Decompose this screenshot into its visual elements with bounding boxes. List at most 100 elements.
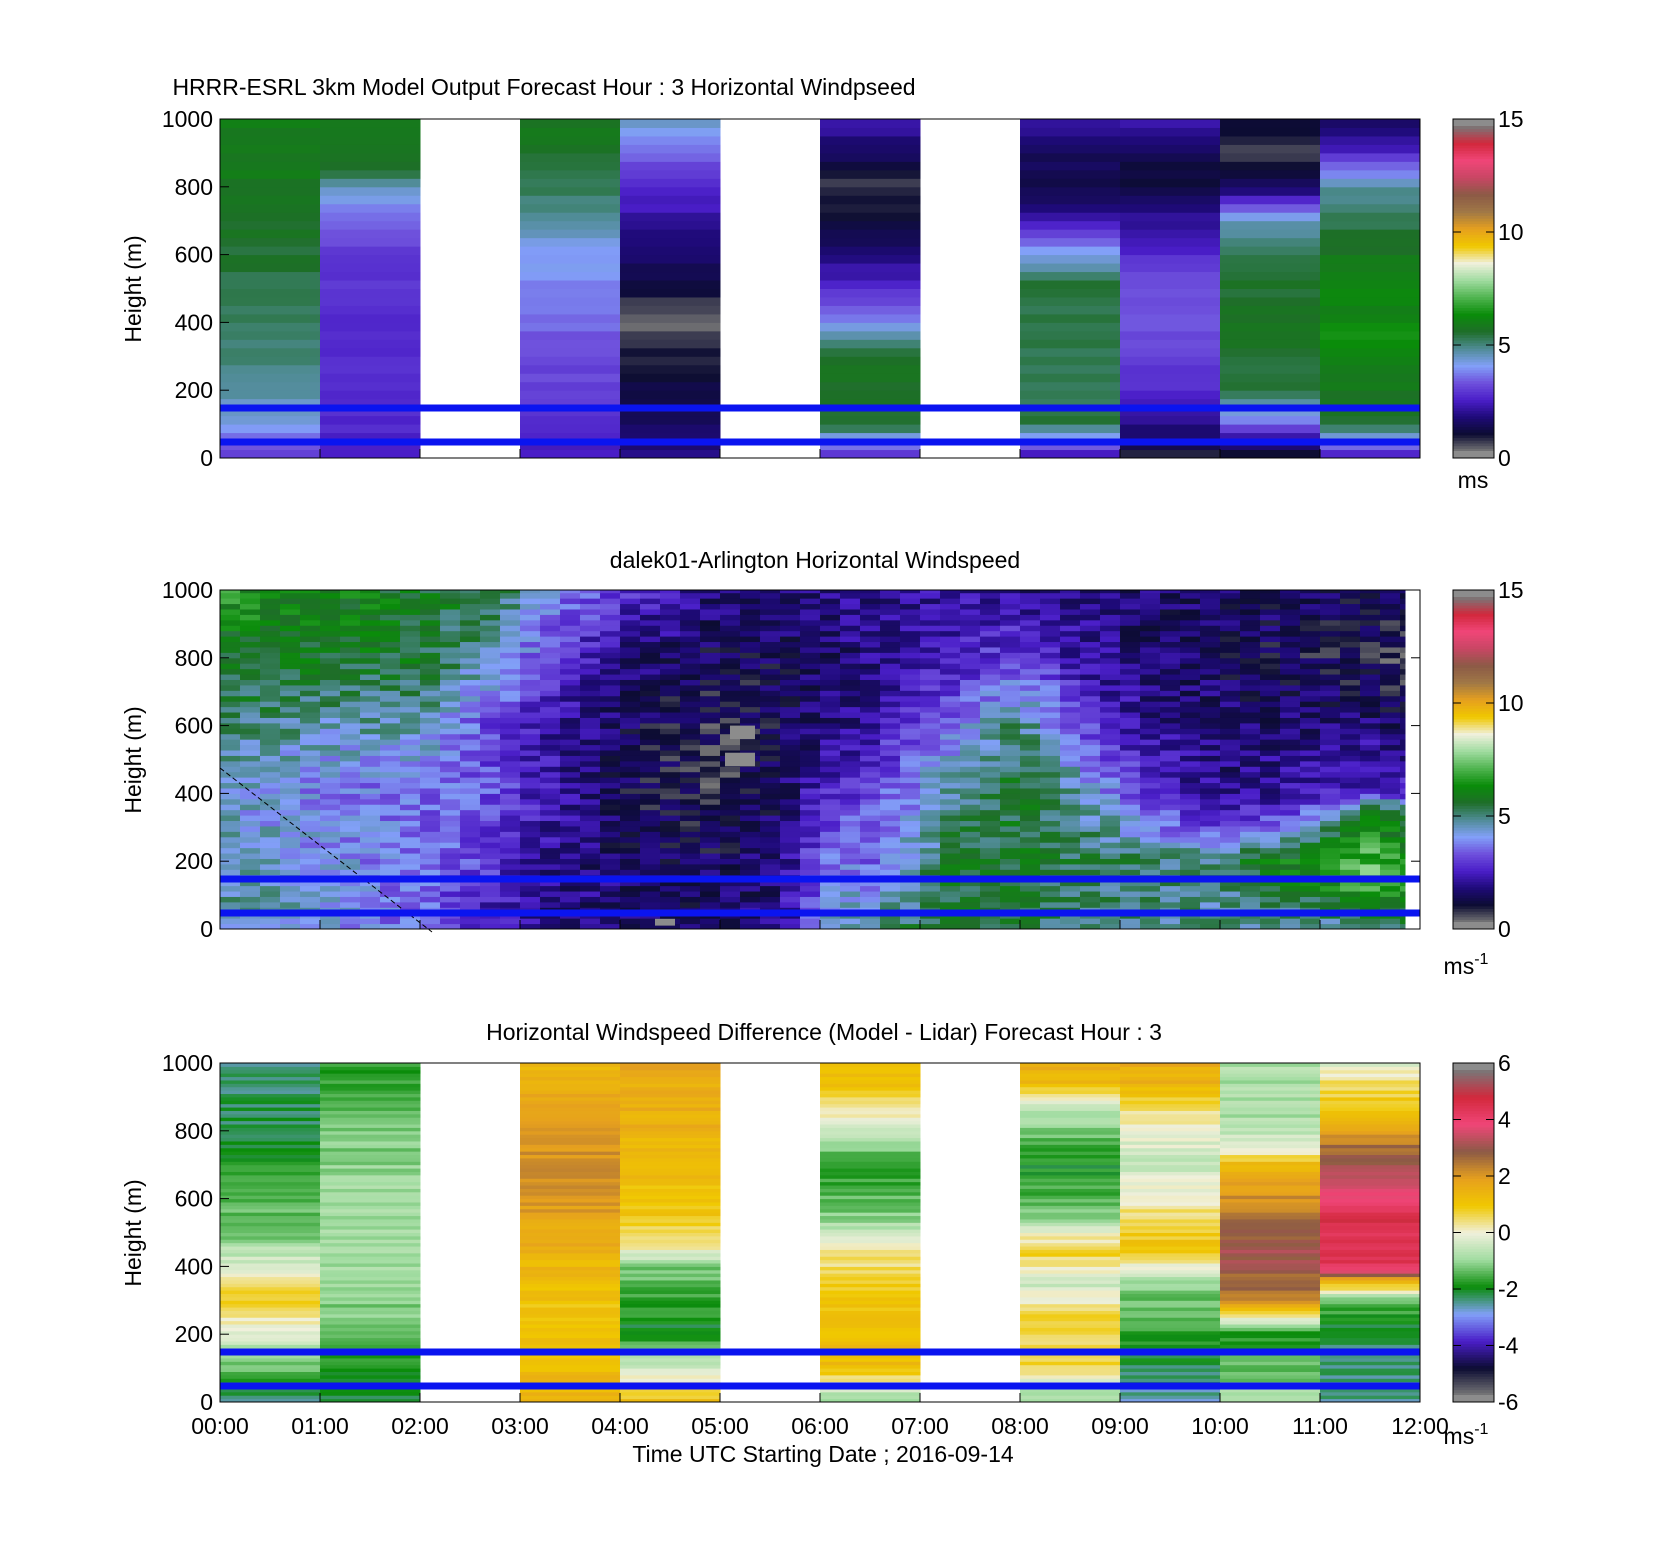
y-tick-label: 800 [175,645,213,671]
heatmap-cell [1320,820,1341,827]
heatmap-cell [560,825,581,832]
heatmap-cell [1380,652,1401,659]
heatmap-cell [580,760,601,767]
heatmap-cell [300,614,321,621]
heatmap-cell [320,195,421,205]
heatmap-cell [440,782,461,789]
heatmap-cell [320,668,341,675]
heatmap-cell [1140,847,1161,854]
heatmap-cell [880,777,901,784]
heatmap-cell [1040,608,1061,615]
heatmap-cell [300,652,321,659]
heatmap-cell [260,815,281,822]
heatmap-cell [1020,313,1121,323]
heatmap-cell [1360,630,1381,637]
colorbar-over-cap [1453,119,1494,126]
heatmap-cell [520,836,541,843]
heatmap-cell [600,728,621,735]
heatmap-cell [1280,590,1301,594]
colorbar-segment [1453,626,1494,631]
heatmap-cell [1000,863,1021,870]
heatmap-cell [260,728,281,735]
heatmap-cell [220,1208,321,1213]
heatmap-cell [760,598,781,605]
heatmap-cell [560,590,581,594]
heatmap-cell [1400,619,1406,626]
heatmap-cell [1180,755,1201,762]
heatmap-cell [320,1398,421,1403]
heatmap-cell [520,701,541,708]
heatmap-cell [1340,766,1361,773]
colorbar-segment [1453,345,1494,349]
heatmap-cell [560,657,581,664]
heatmap-cell [980,619,1001,626]
heatmap-cell [860,614,881,621]
heatmap-cell [1220,381,1321,391]
heatmap-cell [860,722,881,729]
heatmap-cell [220,820,241,827]
heatmap-cell [1360,739,1381,746]
heatmap-cell [260,923,281,930]
heatmap-cell [740,641,761,648]
heatmap-cell [520,246,621,256]
heatmap-cell [820,246,921,256]
heatmap-cell [220,630,241,637]
heatmap-cell [560,728,581,735]
heatmap-cell [820,836,841,843]
heatmap-cell [640,755,661,762]
heatmap-cell [1120,119,1221,128]
heatmap-cell [760,674,781,680]
heatmap-cell [420,717,441,724]
heatmap-cell [1400,733,1406,740]
heatmap-cell [540,809,561,816]
heatmap-cell [700,869,721,876]
heatmap-cell [940,603,961,610]
heatmap-cell [1060,885,1081,892]
heatmap-cell [240,863,261,870]
heatmap-cell [840,733,861,740]
heatmap-cell [720,590,741,594]
heatmap-cell [880,684,901,691]
heatmap-cell [440,836,461,843]
heatmap-cell [560,701,581,708]
heatmap-cell [620,880,641,887]
heatmap-cell [580,684,601,691]
heatmap-cell [740,636,761,643]
heatmap-cell [700,836,721,843]
heatmap-cell [1080,760,1101,767]
heatmap-cell [420,701,441,708]
heatmap-cell [840,858,861,865]
heatmap-cell [920,804,941,811]
heatmap-cell [660,755,681,762]
heatmap-cell [420,885,441,892]
heatmap-cell [880,831,901,838]
colorbar-segment [1453,867,1494,872]
heatmap-cell [1120,717,1141,724]
heatmap-cell [1080,777,1101,784]
heatmap-cell [400,809,421,816]
heatmap-cell [400,690,421,697]
heatmap-cell [1320,186,1421,196]
heatmap-cell [1020,684,1041,691]
heatmap-cell [420,809,441,816]
heatmap-cell [1180,836,1201,843]
heatmap-cell [860,885,881,892]
heatmap-cell [1140,657,1161,664]
heatmap-cell [820,1307,921,1311]
heatmap-cell [420,760,441,767]
heatmap-cell [360,592,381,599]
heatmap-cell [840,598,861,605]
heatmap-cell [1120,161,1221,171]
heatmap-cell [1240,825,1261,832]
colorbar-segment [1453,800,1494,804]
panel-difference: Horizontal Windspeed Difference (Model -… [120,1019,1519,1467]
heatmap-cell [1280,858,1301,865]
colorbar-segment [1453,724,1494,728]
heatmap-cell [340,706,361,713]
heatmap-cell [740,923,761,930]
heatmap-cell [320,186,421,196]
heatmap-cell [620,356,721,366]
heatmap-cell [1400,717,1406,724]
heatmap-cell [820,1063,921,1067]
heatmap-cell [1280,880,1301,887]
